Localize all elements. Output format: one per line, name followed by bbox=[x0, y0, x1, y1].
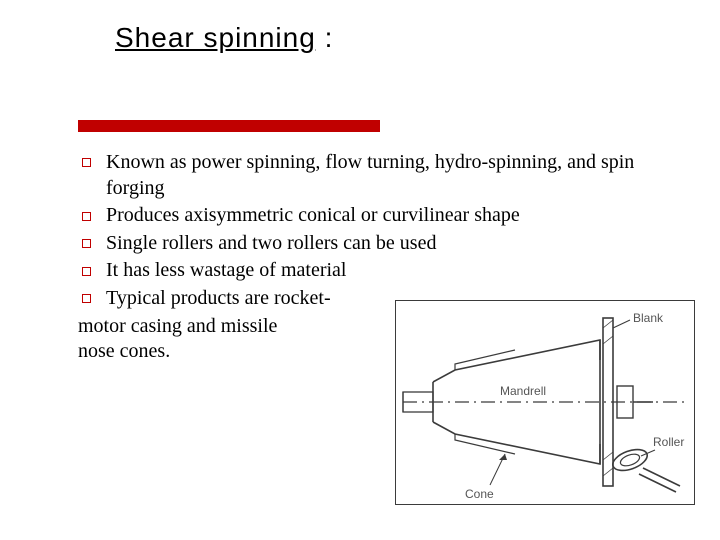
bullet-text: Typical products are rocket- bbox=[106, 287, 331, 309]
list-item: Single rollers and two rollers can be us… bbox=[78, 231, 678, 257]
accent-bar bbox=[78, 120, 380, 132]
bullet-text: Produces axisymmetric conical or curvili… bbox=[106, 204, 520, 226]
bullet-text: It has less wastage of material bbox=[106, 259, 346, 281]
diagram-label-roller: Roller bbox=[653, 435, 684, 449]
slide-title: Shear spinning : bbox=[115, 22, 333, 54]
diagram-label-cone: Cone bbox=[465, 487, 494, 501]
list-item: Known as power spinning, flow turning, h… bbox=[78, 150, 678, 201]
diagram-label-mandrel: Mandrell bbox=[500, 384, 546, 398]
slide-title-underlined: Shear spinning bbox=[115, 22, 316, 53]
diagram-label-blank: Blank bbox=[633, 311, 664, 325]
list-item: Produces axisymmetric conical or curvili… bbox=[78, 203, 678, 229]
bullet-list: Known as power spinning, flow turning, h… bbox=[78, 150, 678, 312]
shear-spinning-diagram: Blank Mandrell Cone Roller bbox=[395, 300, 695, 505]
bullet-text: Single rollers and two rollers can be us… bbox=[106, 232, 436, 254]
bullet-text: Known as power spinning, flow turning, h… bbox=[106, 151, 634, 199]
list-item: It has less wastage of material bbox=[78, 258, 678, 284]
slide-title-rest: : bbox=[316, 22, 334, 53]
